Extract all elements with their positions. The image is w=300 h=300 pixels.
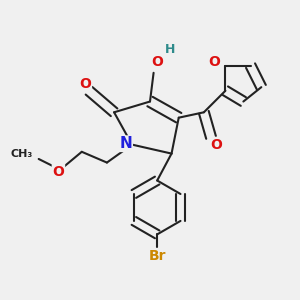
Text: O: O (151, 55, 163, 69)
Text: Br: Br (148, 249, 166, 263)
Text: O: O (80, 76, 91, 91)
Text: methoxy: methoxy (27, 152, 33, 153)
Text: O: O (29, 155, 30, 156)
Text: N: N (119, 136, 132, 151)
Text: H: H (165, 43, 175, 56)
Text: CH₃: CH₃ (10, 148, 32, 159)
Text: O: O (209, 55, 220, 69)
Text: O: O (211, 138, 222, 152)
Text: O: O (52, 164, 64, 178)
